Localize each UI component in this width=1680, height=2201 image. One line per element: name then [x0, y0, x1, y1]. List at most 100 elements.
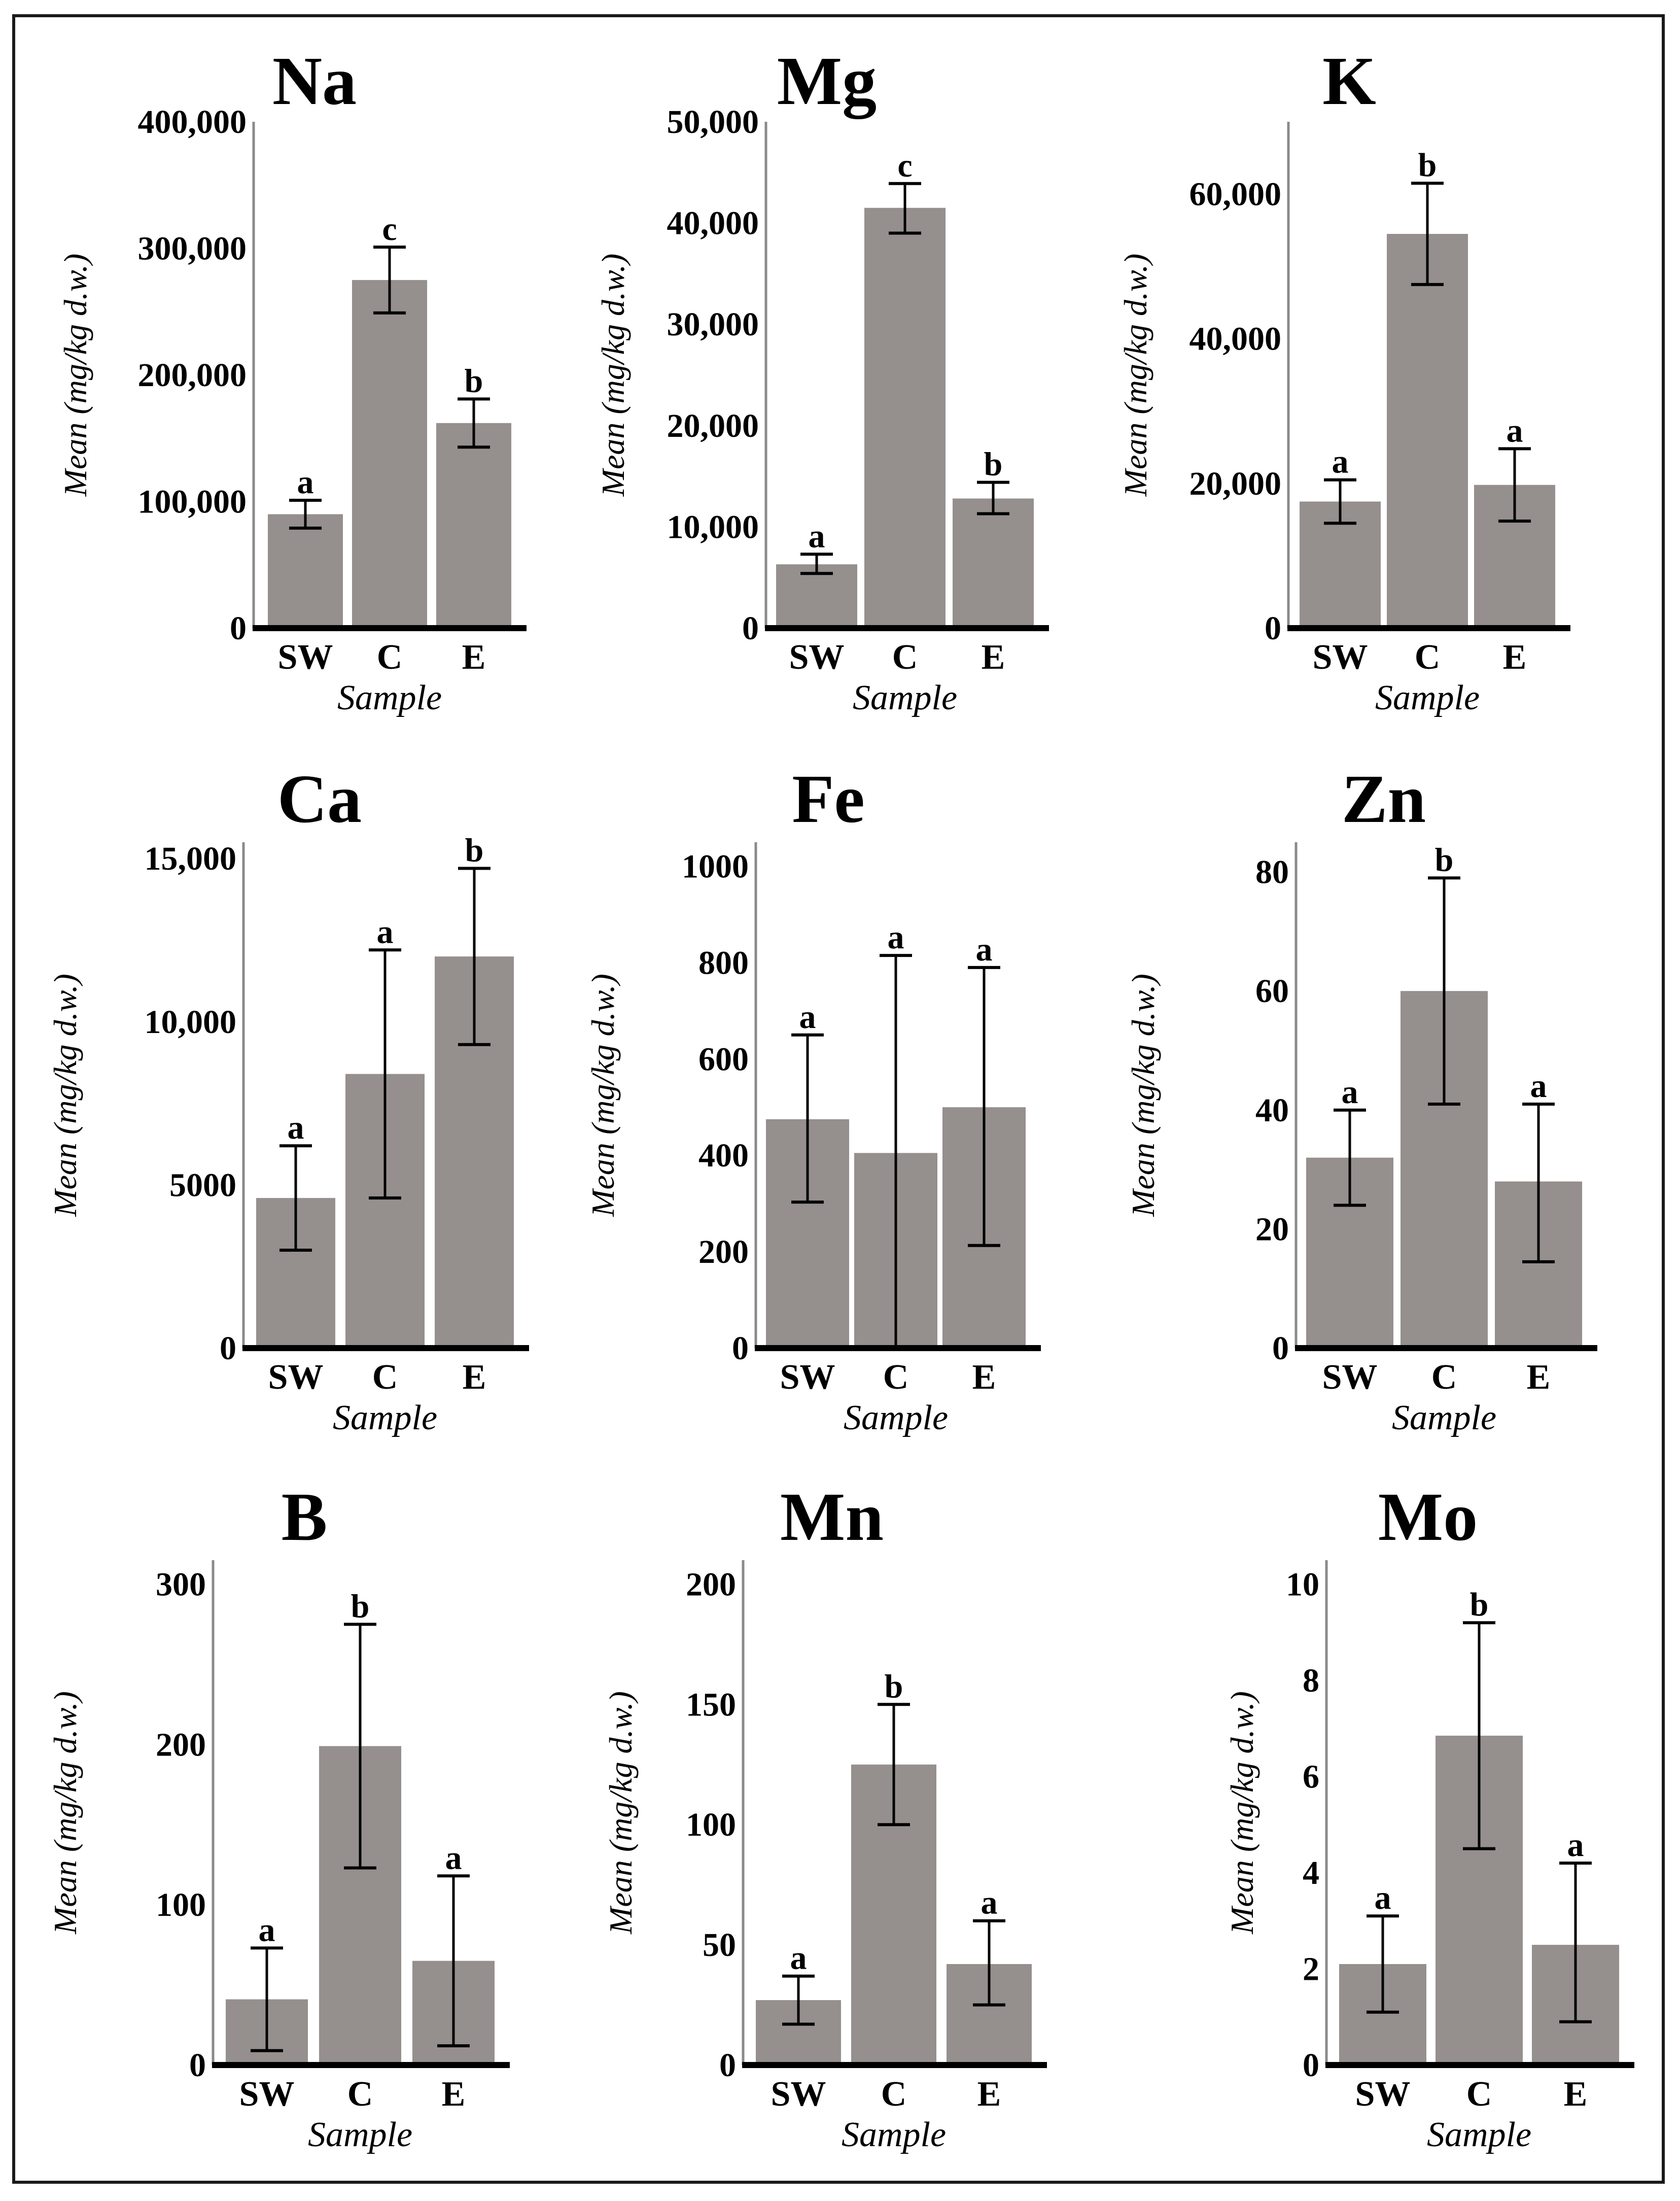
significance-label: a: [1507, 412, 1523, 449]
y-tick-label: 10,000: [145, 1004, 237, 1041]
panel-title: Mo: [1378, 1479, 1478, 1555]
panel-title: Fe: [792, 761, 864, 837]
category-label: C: [372, 1358, 398, 1397]
y-tick-label: 2: [1303, 1950, 1319, 1987]
panel-title: Mn: [780, 1479, 884, 1555]
x-axis-label: Sample: [1427, 2115, 1531, 2154]
y-tick-label: 15,000: [145, 840, 237, 877]
category-label: E: [977, 2075, 1001, 2114]
x-axis-label: Sample: [337, 678, 442, 717]
category-label: E: [982, 638, 1005, 677]
panel-title: B: [282, 1479, 328, 1555]
error-bar-e: [437, 1874, 470, 2048]
x-axis-label: Sample: [1392, 1398, 1496, 1437]
y-axis-label: Mean (mg/kg d.w.): [1117, 254, 1153, 497]
x-axis-label: Sample: [844, 1398, 948, 1437]
category-label: C: [1466, 2075, 1492, 2114]
y-axis-label: Mean (mg/kg d.w.): [57, 254, 93, 497]
category-label: SW: [239, 2075, 295, 2114]
y-tick-label: 20,000: [1189, 465, 1282, 502]
panel-ca: Ca a a b 0 5000 10,000 15,000 SW C E Sample Mean (mg…: [47, 761, 529, 1437]
y-tick-label: 60: [1255, 973, 1289, 1010]
panel-title: K: [1322, 43, 1376, 119]
error-bar-e: [968, 966, 1000, 1247]
category-label: SW: [268, 1358, 324, 1397]
y-axis-label: Mean (mg/kg d.w.): [603, 1691, 639, 1935]
y-tick-label: 0: [1272, 1330, 1289, 1367]
y-tick-label: 4: [1303, 1854, 1319, 1892]
significance-label: a: [297, 464, 314, 501]
category-label: SW: [1322, 1358, 1378, 1397]
significance-label: a: [1567, 1827, 1584, 1864]
y-tick-label: 50,000: [667, 104, 759, 141]
y-tick-label: 0: [719, 2047, 736, 2084]
significance-label: a: [888, 919, 904, 956]
significance-label: a: [809, 518, 825, 555]
significance-label: b: [465, 832, 484, 869]
significance-label: b: [1470, 1586, 1489, 1623]
error-bar-e: [1522, 1103, 1555, 1263]
x-axis-label: Sample: [853, 678, 957, 717]
y-tick-label: 400: [698, 1137, 749, 1174]
y-tick-label: 50: [703, 1927, 736, 1964]
y-tick-label: 1000: [682, 848, 749, 885]
error-bar-sw: [1367, 1914, 1399, 2014]
significance-label: b: [1418, 147, 1437, 184]
error-bar-e: [1498, 447, 1531, 523]
significance-label: a: [1530, 1068, 1547, 1105]
error-bar-sw: [1324, 478, 1356, 525]
y-axis-label: Mean (mg/kg d.w.): [47, 1691, 83, 1935]
y-tick-label: 0: [189, 2047, 206, 2084]
bar-e: [953, 498, 1034, 628]
error-bar-e: [977, 480, 1009, 515]
y-tick-label: 300,000: [138, 230, 247, 267]
significance-label: a: [981, 1884, 998, 1921]
error-bar-sw: [800, 553, 833, 575]
category-label: SW: [789, 638, 845, 677]
figure-frame: [12, 14, 1665, 2184]
category-label: C: [1415, 638, 1441, 677]
significance-label: c: [382, 211, 397, 248]
category-label: E: [463, 1358, 486, 1397]
significance-label: a: [259, 1911, 275, 1948]
error-bar-sw: [1334, 1108, 1366, 1207]
y-tick-label: 150: [686, 1686, 736, 1723]
y-tick-label: 0: [1265, 610, 1281, 647]
y-tick-label: 100: [156, 1886, 206, 1923]
error-bar-sw: [289, 499, 322, 530]
panel-b: Ba b a 0 100 200 300 SW C E Sample Mean (mg/kg d.w.…: [47, 1479, 510, 2154]
y-tick-label: 6: [1303, 1758, 1319, 1795]
y-axis-label: Mean (mg/kg d.w.): [595, 254, 631, 497]
significance-label: a: [377, 913, 394, 950]
significance-label: a: [1342, 1074, 1358, 1111]
y-tick-label: 0: [742, 610, 759, 647]
significance-label: b: [885, 1668, 903, 1705]
error-bar-c: [369, 948, 401, 1200]
bar-sw: [268, 514, 343, 628]
panel-na: Na a c b 0 100,000 200,000 300,000 400,000 SW C E Sa…: [57, 43, 527, 717]
significance-label: b: [984, 446, 1003, 483]
x-axis-label: Sample: [842, 2115, 946, 2154]
category-label: E: [442, 2075, 466, 2114]
y-tick-label: 0: [220, 1330, 236, 1367]
significance-label: c: [897, 147, 912, 184]
bar-e: [436, 423, 511, 628]
y-tick-label: 5000: [169, 1166, 236, 1203]
error-bar-c: [878, 1703, 910, 1827]
y-tick-label: 80: [1255, 854, 1289, 891]
error-bar-c: [373, 246, 406, 315]
y-tick-label: 40,000: [1189, 321, 1282, 358]
y-tick-label: 200: [156, 1726, 206, 1763]
x-axis-label: Sample: [308, 2115, 412, 2154]
category-label: C: [1431, 1358, 1457, 1397]
panel-title: Mg: [777, 43, 877, 119]
y-tick-label: 60,000: [1189, 176, 1282, 213]
y-tick-label: 40,000: [667, 205, 759, 242]
panel-mg: Mg a c b 0 10,000 20,000 30,000 40,000 50,000 SW C E…: [595, 43, 1049, 717]
category-label: SW: [771, 2075, 826, 2114]
y-tick-label: 100,000: [138, 484, 247, 521]
error-bar-c: [1411, 182, 1444, 286]
panel-fe: Fe a a a 0 200 400 600 800 1000 SW C E Sample Mean (mg…: [585, 761, 1041, 1437]
category-label: E: [1564, 2075, 1588, 2114]
y-tick-label: 200,000: [138, 357, 247, 394]
